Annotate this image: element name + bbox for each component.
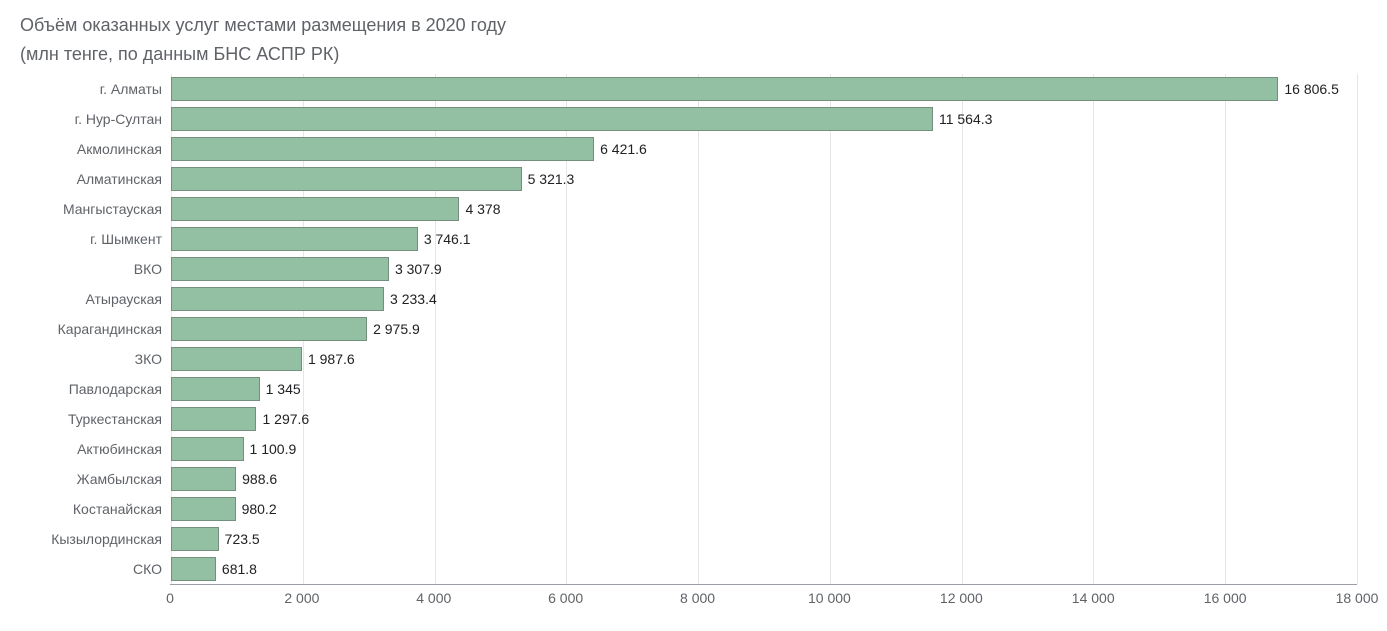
bars-area: 16 806.5 11 564.3 6 421.6 5 321.3 4 378 3 746…	[170, 74, 1357, 584]
bar-row: 1 100.9	[171, 437, 1357, 460]
bar	[171, 137, 594, 160]
x-tick-label: 4 000	[416, 590, 451, 606]
bar	[171, 407, 256, 430]
gridline	[1357, 74, 1358, 584]
y-axis-category-label: Жамбылская	[77, 471, 162, 487]
bar-row: 6 421.6	[171, 137, 1357, 160]
x-tick-label: 14 000	[1072, 590, 1115, 606]
chart-container: Объём оказанных услуг местами размещения…	[0, 0, 1387, 631]
y-axis-category-label: г. Алматы	[100, 81, 162, 97]
bar	[171, 437, 244, 460]
x-tick-label: 6 000	[548, 590, 583, 606]
bar-row: 3 307.9	[171, 257, 1357, 280]
bar-row: 1 297.6	[171, 407, 1357, 430]
x-axis-labels: 02 0004 0006 0008 00010 00012 00014 0001…	[170, 584, 1357, 614]
plot-area: г. Алматы г. Нур-Султан Акмолинская Алматин…	[20, 74, 1367, 614]
bar-row: 3 746.1	[171, 227, 1357, 250]
bar	[171, 347, 302, 370]
x-tick-label: 16 000	[1204, 590, 1247, 606]
bar-value-label: 3 233.4	[390, 291, 437, 307]
bar-value-label: 3 307.9	[395, 261, 442, 277]
bar-value-label: 2 975.9	[373, 321, 420, 337]
y-axis-category-label: Туркестанская	[68, 411, 162, 427]
bar	[171, 377, 260, 400]
y-axis-category-label: Павлодарская	[69, 381, 162, 397]
y-axis-category-label: Акмолинская	[77, 141, 162, 157]
bar-row: 1 345	[171, 377, 1357, 400]
chart-title-line2: (млн тенге, по данным БНС АСПР РК)	[20, 41, 1367, 68]
bar	[171, 167, 522, 190]
bar-value-label: 723.5	[225, 531, 260, 547]
y-axis-labels: г. Алматы г. Нур-Султан Акмолинская Алматин…	[20, 74, 170, 584]
y-axis-category-label: г. Шымкент	[90, 231, 162, 247]
x-tick-label: 0	[166, 590, 174, 606]
bar-value-label: 1 297.6	[262, 411, 309, 427]
bar	[171, 527, 219, 550]
x-tick-label: 2 000	[284, 590, 319, 606]
bar-row: 1 987.6	[171, 347, 1357, 370]
bar-value-label: 3 746.1	[424, 231, 471, 247]
y-axis-category-label: Мангыстауская	[63, 201, 162, 217]
bar-value-label: 1 345	[266, 381, 301, 397]
x-tick-label: 18 000	[1336, 590, 1379, 606]
bar-value-label: 16 806.5	[1284, 81, 1339, 97]
bar-row: 11 564.3	[171, 107, 1357, 130]
x-tick-label: 10 000	[808, 590, 851, 606]
y-axis-category-label: Карагандинская	[58, 321, 162, 337]
y-axis-category-label: СКО	[133, 561, 162, 577]
y-axis-category-label: Алматинская	[77, 171, 162, 187]
x-tick-label: 8 000	[680, 590, 715, 606]
bar-row: 681.8	[171, 557, 1357, 580]
bar	[171, 197, 459, 220]
bar	[171, 227, 418, 250]
bar-value-label: 1 987.6	[308, 351, 355, 367]
bar-value-label: 6 421.6	[600, 141, 647, 157]
bar	[171, 467, 236, 490]
bar-value-label: 1 100.9	[250, 441, 297, 457]
bar-value-label: 11 564.3	[939, 111, 992, 127]
bar-row: 2 975.9	[171, 317, 1357, 340]
bar	[171, 257, 389, 280]
y-axis-category-label: Атырауская	[85, 291, 162, 307]
y-axis-category-label: Актюбинская	[77, 441, 162, 457]
bar	[171, 287, 384, 310]
bar	[171, 497, 236, 520]
bar-value-label: 980.2	[242, 501, 277, 517]
bar	[171, 317, 367, 340]
bar-row: 5 321.3	[171, 167, 1357, 190]
y-axis-category-label: Костанайская	[73, 501, 162, 517]
y-axis-category-label: г. Нур-Султан	[75, 111, 162, 127]
bar	[171, 557, 216, 580]
bar-row: 16 806.5	[171, 77, 1357, 100]
bar-row: 980.2	[171, 497, 1357, 520]
x-tick-label: 12 000	[940, 590, 983, 606]
bar-value-label: 988.6	[242, 471, 277, 487]
bar-row: 723.5	[171, 527, 1357, 550]
y-axis-category-label: ЗКО	[135, 351, 162, 367]
bar-row: 988.6	[171, 467, 1357, 490]
y-axis-category-label: Кызылординская	[51, 531, 162, 547]
bar-value-label: 681.8	[222, 561, 257, 577]
bar-row: 3 233.4	[171, 287, 1357, 310]
bar	[171, 107, 933, 130]
bar-row: 4 378	[171, 197, 1357, 220]
bar-value-label: 4 378	[465, 201, 500, 217]
chart-title-line1: Объём оказанных услуг местами размещения…	[20, 12, 1367, 39]
y-axis-category-label: ВКО	[134, 261, 162, 277]
bar	[171, 77, 1278, 100]
bar-value-label: 5 321.3	[528, 171, 575, 187]
